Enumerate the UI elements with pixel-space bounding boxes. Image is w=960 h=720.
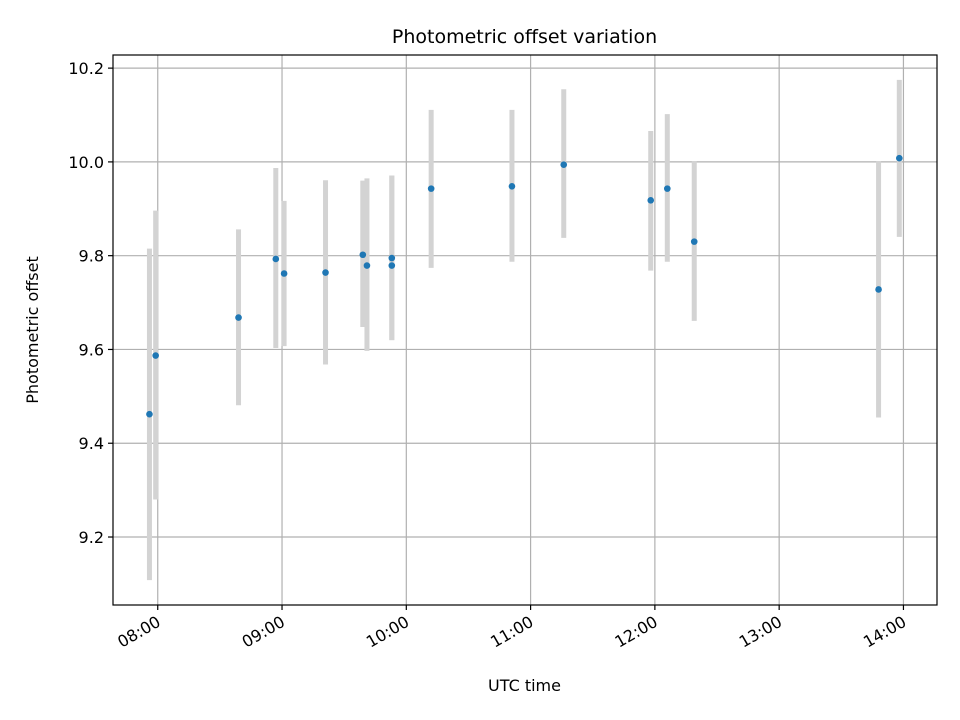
data-point — [560, 161, 568, 169]
y-tick-label: 9.4 — [79, 434, 104, 453]
x-tick-label: 08:00 — [114, 612, 163, 652]
y-tick-label: 9.6 — [79, 340, 104, 359]
y-tick-label: 9.2 — [79, 528, 104, 547]
y-tick-label: 10.0 — [68, 153, 104, 172]
y-axis-ticks: 9.2 9.4 9.6 9.8 10.0 10.2 — [68, 59, 113, 547]
grid-lines — [113, 55, 937, 605]
data-point — [690, 238, 698, 245]
x-tick-label: 13:00 — [736, 612, 785, 652]
data-point — [664, 185, 671, 192]
data-point — [235, 314, 242, 321]
x-tick-label: 12:00 — [611, 612, 660, 652]
data-point — [508, 182, 516, 190]
error-bars — [146, 79, 902, 581]
y-tick-label: 10.2 — [68, 59, 104, 78]
data-points — [146, 154, 903, 418]
x-tick-label: 11:00 — [487, 612, 536, 652]
x-axis-label: UTC time — [488, 676, 561, 695]
data-point — [363, 262, 371, 269]
data-point — [388, 262, 396, 269]
y-axis-label: Photometric offset — [23, 256, 42, 404]
data-point — [272, 255, 280, 263]
data-point — [322, 269, 329, 276]
x-tick-label: 09:00 — [239, 612, 288, 652]
x-axis-ticks: 08:00 09:00 10:00 11:00 12:00 13:00 14:00 — [114, 605, 909, 652]
data-point — [146, 410, 153, 418]
data-point — [875, 286, 882, 293]
plot-area-frame — [112, 54, 938, 606]
data-point — [280, 270, 288, 277]
chart-title: Photometric offset variation — [392, 26, 657, 48]
y-tick-label: 9.8 — [79, 247, 104, 266]
data-point — [896, 154, 903, 162]
x-tick-label: 10:00 — [363, 612, 412, 652]
x-tick-label: 14:00 — [860, 612, 909, 652]
data-point — [647, 197, 655, 204]
data-point — [152, 352, 159, 359]
data-point — [427, 185, 435, 192]
data-point — [359, 251, 367, 259]
data-point — [388, 254, 396, 262]
